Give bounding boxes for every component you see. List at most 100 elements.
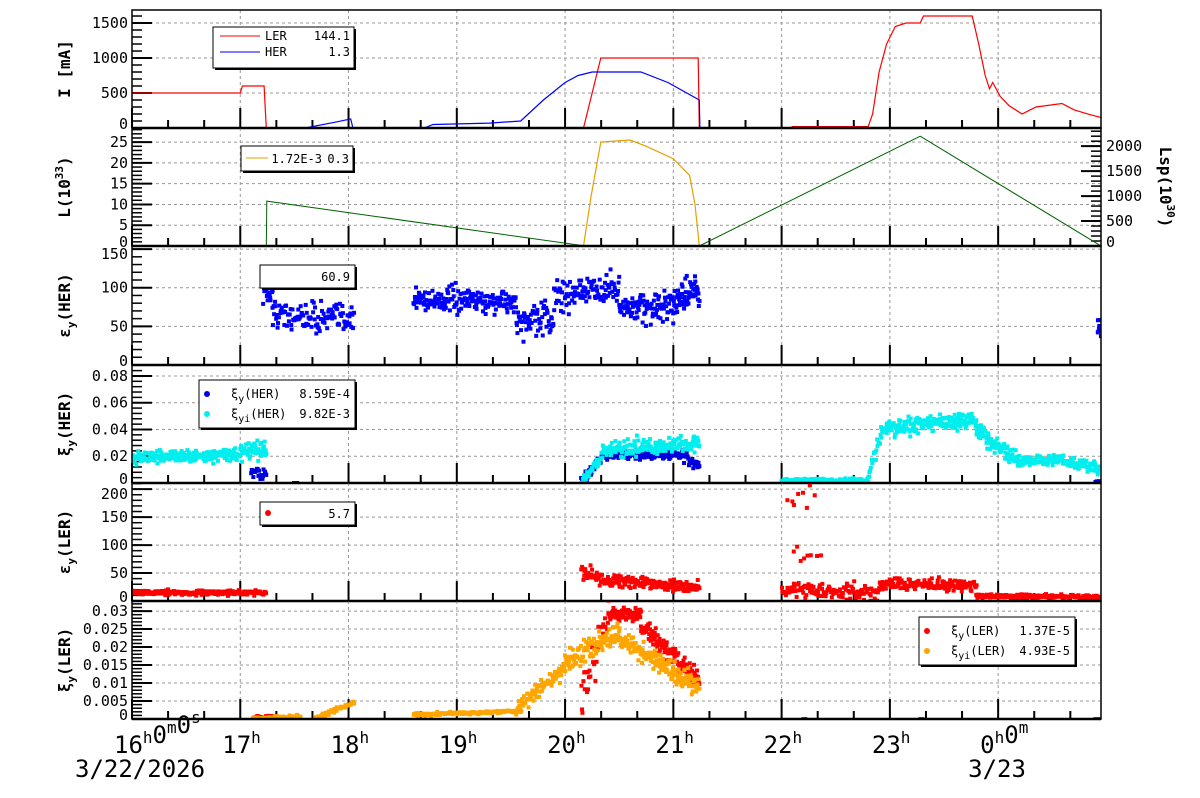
data-point: [608, 643, 613, 648]
data-point: [906, 414, 911, 419]
data-point: [511, 310, 516, 315]
data-point: [584, 299, 589, 304]
data-point: [147, 451, 152, 456]
data-point: [228, 458, 233, 463]
data-point: [284, 303, 289, 308]
data-point: [456, 289, 461, 294]
legend-value-overlap: 0.3: [327, 152, 349, 166]
data-point: [582, 294, 587, 299]
data-point: [244, 442, 249, 447]
data-point: [554, 301, 559, 306]
data-point: [697, 443, 702, 448]
data-point: [968, 419, 973, 424]
data-point: [967, 580, 972, 585]
data-point: [319, 298, 324, 303]
data-point: [668, 658, 673, 663]
data-point: [201, 451, 206, 456]
data-point: [493, 307, 498, 312]
data-point: [224, 458, 229, 463]
data-point: [670, 585, 675, 590]
data-point: [669, 579, 674, 584]
data-point: [284, 715, 289, 719]
data-point: [1011, 447, 1016, 452]
data-point: [804, 505, 809, 510]
data-point: [203, 589, 208, 594]
data-point: [796, 581, 801, 586]
data-point: [585, 641, 590, 646]
data-point: [437, 296, 442, 301]
data-point: [597, 461, 602, 466]
data-point: [888, 422, 893, 427]
data-point: [983, 429, 988, 434]
data-point: [641, 585, 646, 590]
data-point: [678, 586, 683, 591]
data-point: [619, 450, 624, 455]
y-right-tick-label: 1000: [1106, 187, 1142, 205]
data-point: [638, 609, 643, 614]
y-tick-label: 200: [101, 485, 128, 503]
data-point: [585, 690, 590, 695]
data-point: [519, 697, 524, 702]
data-point: [587, 668, 592, 673]
data-point: [875, 437, 880, 442]
data-point: [451, 294, 456, 299]
data-point: [349, 305, 354, 310]
data-point: [485, 294, 490, 299]
data-point: [817, 583, 822, 588]
data-point: [632, 442, 637, 447]
data-point: [316, 326, 321, 331]
y-right-tick-label: 2000: [1106, 137, 1142, 155]
legend-value: 60.9: [321, 270, 350, 284]
data-point: [638, 615, 643, 620]
data-point: [636, 438, 641, 443]
data-point: [1059, 458, 1064, 463]
data-point: [688, 666, 693, 671]
data-point: [292, 714, 297, 719]
data-point: [683, 676, 688, 681]
data-point: [455, 712, 460, 717]
data-point: [558, 308, 563, 313]
data-point: [470, 295, 475, 300]
legend-luminosity: 1.72E-3 0.3: [240, 145, 355, 173]
data-point: [531, 309, 536, 314]
data-point: [583, 286, 588, 291]
data-point: [587, 295, 592, 300]
data-point: [615, 577, 620, 582]
data-point: [326, 712, 331, 717]
data-point: [435, 301, 440, 306]
data-point: [815, 553, 820, 558]
data-point: [893, 424, 898, 429]
data-point: [317, 329, 322, 334]
data-point: [939, 584, 944, 589]
data-point: [583, 476, 588, 481]
data-point: [449, 282, 454, 287]
data-point: [914, 427, 919, 432]
data-point: [666, 661, 671, 666]
data-point: [188, 459, 193, 464]
data-point: [591, 287, 596, 292]
data-point: [692, 670, 697, 675]
data-point: [696, 460, 701, 465]
data-point: [594, 651, 599, 656]
data-point: [468, 292, 473, 297]
data-point: [686, 295, 691, 300]
data-point: [636, 308, 641, 313]
data-point: [144, 451, 149, 456]
data-point: [859, 587, 864, 592]
data-point: [654, 307, 659, 312]
data-point: [915, 415, 920, 420]
data-point: [1055, 460, 1060, 465]
data-point: [473, 293, 478, 298]
data-point: [483, 305, 488, 310]
data-point: [959, 420, 964, 425]
y-tick-label: 50: [110, 564, 128, 582]
data-point: [576, 291, 581, 296]
data-point: [616, 280, 621, 285]
data-point: [651, 642, 656, 647]
data-point: [626, 574, 631, 579]
data-point: [967, 412, 972, 417]
y-right-tick-label: 0: [1106, 233, 1115, 251]
data-point: [678, 295, 683, 300]
data-point: [259, 453, 264, 458]
data-point: [602, 293, 607, 298]
